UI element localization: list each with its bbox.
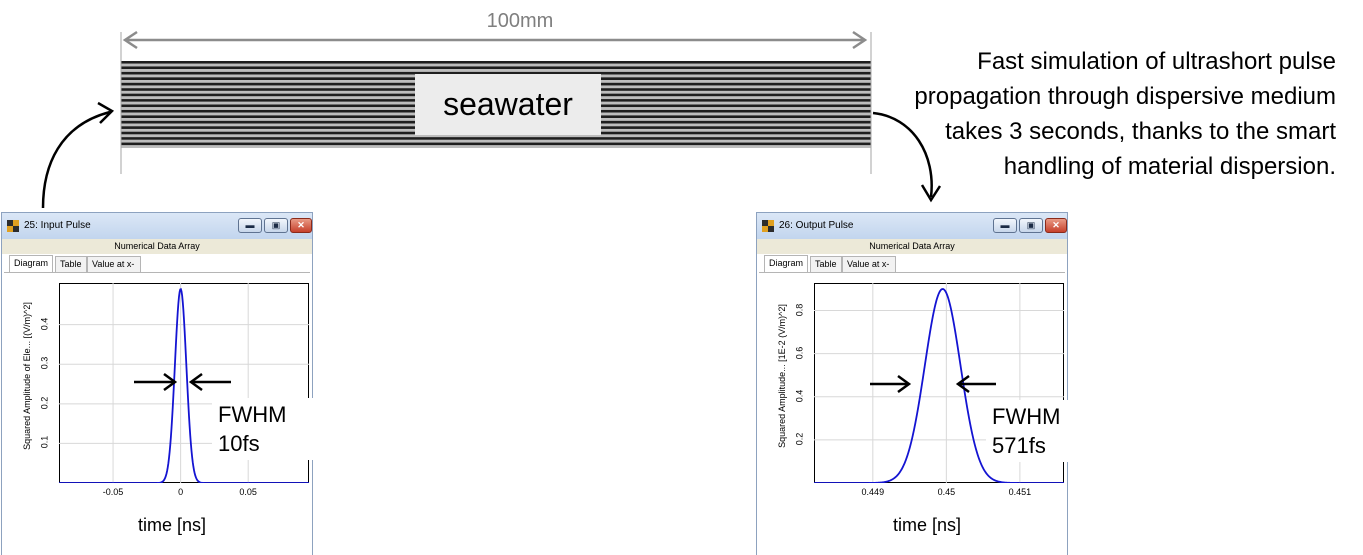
y-tick-label: 0.1 xyxy=(39,436,50,449)
window-titlebar[interactable]: 25: Input Pulse ▬ ▣ ✕ xyxy=(2,213,312,239)
length-label: 100mm xyxy=(486,10,554,32)
tab-table[interactable]: Table xyxy=(810,256,842,272)
stripe-light xyxy=(121,63,871,67)
output-pulse-chart[interactable] xyxy=(814,283,1064,483)
close-button[interactable]: ✕ xyxy=(290,218,312,233)
fwhm-arrows-input xyxy=(134,372,231,392)
x-tick-label: 0.05 xyxy=(239,487,257,497)
app-logo-icon xyxy=(762,220,774,232)
y-axis-label: Squared Amplitude... [1E-2 (V/m)^2] xyxy=(777,304,787,448)
stripe-dark xyxy=(121,61,871,64)
y-tick-label: 0.8 xyxy=(794,303,805,316)
x-tick-label: 0.449 xyxy=(861,487,885,497)
y-tick-label: 0.6 xyxy=(794,346,805,359)
stripe-light xyxy=(121,134,871,138)
y-tick-label: 0.4 xyxy=(39,317,50,330)
close-button[interactable]: ✕ xyxy=(1045,218,1067,233)
fwhm-arrows-output xyxy=(870,374,996,394)
curved-arrow-icon xyxy=(41,101,115,209)
fwhm-value: 571fs xyxy=(992,433,1046,458)
curved-arrow-icon xyxy=(872,111,942,203)
window-title: 26: Output Pulse xyxy=(779,220,854,231)
y-tick-label: 0.4 xyxy=(794,389,805,403)
stripe-light xyxy=(121,139,871,143)
stripe-light xyxy=(121,145,871,148)
window-subtitle: Numerical Data Array xyxy=(2,239,312,254)
stripe-dark xyxy=(121,66,871,70)
minimize-icon: ▬ xyxy=(1000,220,1010,230)
fwhm-annotation-output: FWHM 571fs xyxy=(986,400,1088,462)
y-tick-label: 0.2 xyxy=(39,396,50,410)
fwhm-annotation-input: FWHM 10fs xyxy=(212,398,320,460)
window-titlebar[interactable]: 26: Output Pulse ▬ ▣ ✕ xyxy=(757,213,1067,239)
tab-value-at-x[interactable]: Value at x-Coordinate xyxy=(842,256,897,284)
window-title: 25: Input Pulse xyxy=(24,220,91,231)
description-text: Fast simulation of ultrashort pulse prop… xyxy=(914,48,1336,180)
length-dimension-arrow xyxy=(120,30,872,174)
stripe-dark xyxy=(121,137,871,140)
fwhm-label: FWHM xyxy=(218,402,287,427)
window-subtitle: Numerical Data Array xyxy=(757,239,1067,254)
x-tick-label: 0.451 xyxy=(1008,487,1032,497)
fwhm-label: FWHM xyxy=(992,404,1061,429)
medium-label: seawater xyxy=(415,74,601,135)
minimize-button[interactable]: ▬ xyxy=(238,218,262,233)
maximize-icon: ▣ xyxy=(271,220,281,230)
x-tick-label: 0 xyxy=(178,487,184,497)
pulse-curve xyxy=(59,288,309,483)
tab-diagram[interactable]: Diagram xyxy=(764,255,809,273)
app-logo-icon xyxy=(7,220,19,232)
minimize-icon: ▬ xyxy=(245,220,255,230)
close-icon: ✕ xyxy=(1052,220,1060,230)
y-tick-label: 0.2 xyxy=(794,432,805,446)
stripe-light xyxy=(121,69,871,72)
x-axis-label: time [ns] xyxy=(893,515,962,535)
y-tick-label: 0.3 xyxy=(39,356,50,370)
stripe-dark xyxy=(121,142,871,146)
pulse-curve xyxy=(814,288,1064,483)
close-icon: ✕ xyxy=(297,220,305,230)
stripe-dark xyxy=(121,71,871,75)
tab-value-at-x[interactable]: Value at x-Coordinate xyxy=(87,256,142,284)
fwhm-value: 10fs xyxy=(218,431,260,456)
x-tick-label: 0.45 xyxy=(937,487,956,497)
maximize-button[interactable]: ▣ xyxy=(1019,218,1043,233)
maximize-button[interactable]: ▣ xyxy=(264,218,288,233)
x-axis-label: time [ns] xyxy=(138,515,207,535)
tab-table[interactable]: Table xyxy=(55,256,87,272)
x-tick-label: -0.05 xyxy=(102,487,124,497)
tab-diagram[interactable]: Diagram xyxy=(9,255,54,273)
minimize-button[interactable]: ▬ xyxy=(993,218,1017,233)
maximize-icon: ▣ xyxy=(1026,220,1036,230)
y-axis-label: Squared Amplitude of Ele... [(V/m)^2] xyxy=(22,302,32,450)
